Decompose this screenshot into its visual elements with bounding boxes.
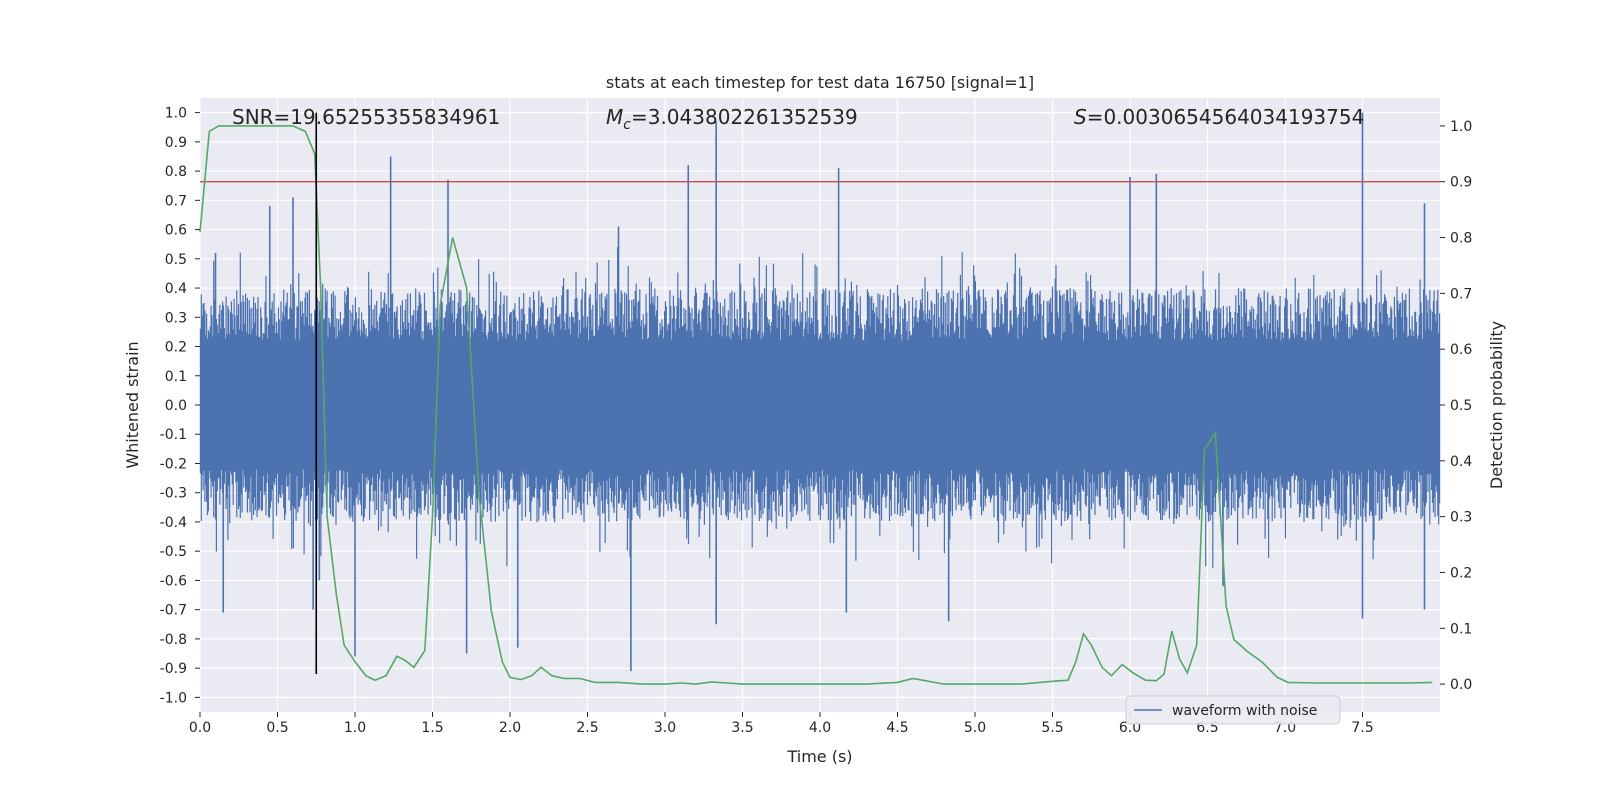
chart-title: stats at each timestep for test data 167… [606, 73, 1034, 92]
x-tick-label: 0.0 [189, 720, 211, 736]
y2-tick-label: 0.0 [1450, 677, 1472, 693]
y-tick-label: 1.0 [165, 106, 187, 122]
y2-tick-label: 0.1 [1450, 621, 1472, 637]
y-tick-label: 0.4 [165, 281, 187, 297]
y2-tick-label: 0.3 [1450, 510, 1472, 526]
legend-box [1125, 695, 1341, 725]
x-axis-label: Time (s) [786, 747, 852, 766]
x-tick-label: 0.5 [266, 720, 288, 736]
y2-tick-label: 0.9 [1450, 175, 1472, 191]
y-tick-label: -1.0 [160, 690, 187, 706]
y-tick-label: 0.9 [165, 135, 187, 151]
y-tick-label: -0.1 [160, 427, 187, 443]
chirp-mass-value: =3.043802261352539 [631, 105, 858, 129]
y-tick-label: -0.5 [160, 544, 187, 560]
y-tick-label: -0.2 [160, 456, 187, 472]
y2-tick-label: 0.6 [1450, 342, 1472, 358]
y2-tick-label: 0.5 [1450, 398, 1472, 414]
legend: waveform with noise [1125, 695, 1341, 725]
y2-tick-label: 0.4 [1450, 454, 1472, 470]
y2-axis-ticks: 1.0 0.9 0.8 0.7 0.6 0.5 0.4 0.3 0.2 0.1 0.0 [1440, 119, 1472, 693]
y-tick-label: 0.7 [165, 193, 187, 209]
x-tick-label: 5.0 [964, 720, 986, 736]
s-symbol: S [1074, 105, 1087, 129]
x-tick-label: 2.0 [499, 720, 521, 736]
x-axis-ticks: 0.0 0.5 1.0 1.5 2.0 2.5 3.0 3.5 4.0 4.5 5.0 5.5 6.0 6… [189, 712, 1374, 736]
x-tick-label: 1.5 [421, 720, 443, 736]
y-tick-label: 0.5 [165, 252, 187, 268]
y2-tick-label: 1.0 [1450, 119, 1472, 135]
x-tick-label: 7.5 [1351, 720, 1373, 736]
y2-tick-label: 0.8 [1450, 231, 1472, 247]
s-value: =0.0030654564034193754 [1087, 105, 1365, 129]
y2-axis-label: Detection probability [1487, 321, 1506, 489]
s-annotation: S=0.0030654564034193754 [1074, 105, 1364, 129]
chirp-mass-annotation: Mc=3.043802261352539 [606, 105, 858, 133]
chirp-mass-symbol: M [606, 105, 623, 129]
y-tick-label: -0.4 [160, 515, 187, 531]
waveform-core [200, 346, 1440, 464]
x-tick-label: 1.0 [344, 720, 366, 736]
x-tick-label: 4.0 [809, 720, 831, 736]
y-tick-label: -0.7 [160, 603, 187, 619]
y-tick-label: -0.6 [160, 573, 187, 589]
y-tick-label: -0.8 [160, 632, 187, 648]
y2-tick-label: 0.2 [1450, 565, 1472, 581]
y-tick-label: 0.0 [165, 398, 187, 414]
y-tick-label: 0.2 [165, 340, 187, 356]
y-tick-label: 0.6 [165, 223, 187, 239]
y-axis-ticks: 1.0 0.9 0.8 0.7 0.6 0.5 0.4 0.3 0.2 0.1 0.0 -0.1 -0.… [160, 106, 200, 706]
x-tick-label: 3.5 [731, 720, 753, 736]
x-tick-label: 4.5 [886, 720, 908, 736]
y-tick-label: 0.1 [165, 369, 187, 385]
snr-annotation: SNR=19.65255355834961 [232, 105, 500, 129]
probability-line [199, 125, 1433, 685]
x-tick-label: 5.5 [1041, 720, 1063, 736]
y-tick-label: -0.3 [160, 486, 187, 502]
y2-tick-label: 0.7 [1450, 286, 1472, 302]
y-tick-label: -0.9 [160, 661, 187, 677]
chirp-mass-subscript: c [623, 117, 631, 133]
y-axis-label: Whitened strain [123, 341, 142, 468]
waveform-series [199, 112, 1441, 672]
x-tick-label: 3.0 [654, 720, 676, 736]
x-tick-label: 2.5 [576, 720, 598, 736]
y-tick-label: 0.3 [165, 310, 187, 326]
detection-probability-series [199, 125, 1433, 685]
y-tick-label: 0.8 [165, 164, 187, 180]
legend-entry: waveform with noise [1172, 703, 1317, 719]
